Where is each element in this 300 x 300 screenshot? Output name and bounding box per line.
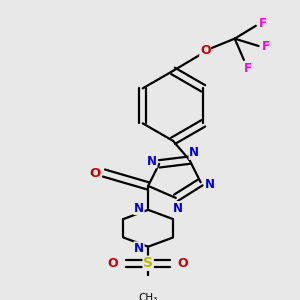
Text: N: N — [134, 242, 144, 255]
Text: N: N — [172, 202, 183, 214]
Text: F: F — [259, 17, 267, 30]
Text: N: N — [147, 154, 157, 168]
Text: S: S — [143, 256, 153, 270]
Text: CH₃: CH₃ — [139, 293, 158, 300]
Text: N: N — [189, 146, 199, 159]
Text: N: N — [134, 202, 144, 214]
Text: F: F — [262, 40, 270, 52]
Text: O: O — [178, 257, 188, 270]
Text: N: N — [205, 178, 215, 190]
Text: O: O — [200, 44, 211, 57]
Text: O: O — [108, 257, 119, 270]
Text: O: O — [89, 167, 100, 179]
Text: F: F — [244, 61, 252, 75]
